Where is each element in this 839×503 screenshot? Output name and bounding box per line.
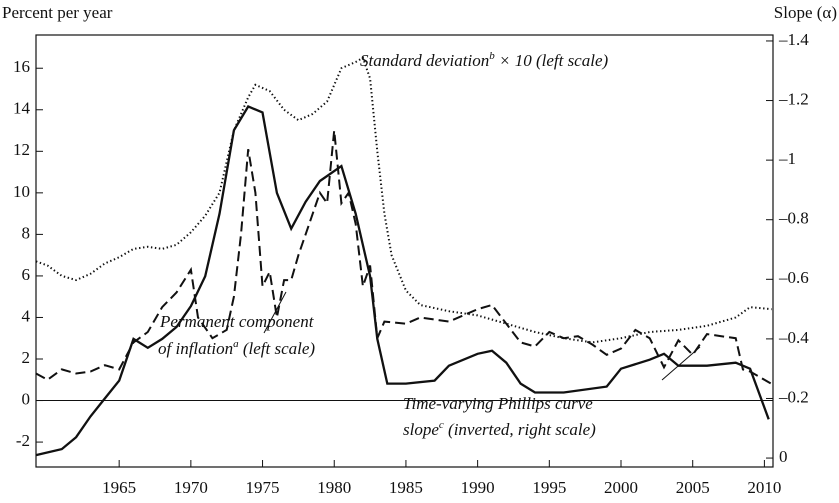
y-tick-label: 12	[13, 140, 30, 159]
y2-tick-label: –1.4	[778, 30, 809, 49]
y-tick-label: 14	[13, 99, 31, 118]
leader-line	[263, 291, 287, 334]
annotation-text: (left scale)	[239, 339, 316, 358]
y2-tick-label: –0.6	[778, 268, 809, 287]
y2-tick-label: 0	[779, 447, 788, 466]
y2-tick-label: –0.8	[778, 209, 809, 228]
annotation: Standard deviationb × 10 (left scale)	[360, 50, 608, 70]
y2-tick-label: –1.2	[778, 89, 809, 108]
annotation: Time-varying Phillips curve	[403, 394, 593, 413]
y-axis-label: Percent per year	[2, 3, 113, 22]
y-tick-label: -2	[16, 431, 30, 450]
x-tick-label: 1985	[389, 478, 423, 497]
x-tick-label: 2005	[676, 478, 710, 497]
y2-axis-label: Slope (α)	[774, 3, 837, 22]
x-tick-label: 2000	[604, 478, 638, 497]
annotation-superscript: a	[233, 338, 239, 350]
y-tick-label: 0	[22, 389, 31, 408]
annotation: of inflationa (left scale)	[158, 338, 315, 358]
series-line	[35, 56, 772, 344]
x-tick-label: 1965	[102, 478, 136, 497]
y-tick-label: 6	[22, 265, 31, 284]
y2-tick-label: –0.4	[778, 328, 809, 347]
y-tick-label: 2	[22, 348, 31, 367]
y-tick-label: 16	[13, 57, 30, 76]
annotation-text: Permanent component	[159, 312, 315, 331]
plot-frame	[35, 34, 774, 468]
annotation-text: of inflation	[158, 339, 233, 358]
annotation: Permanent component	[159, 312, 315, 331]
series-line	[35, 105, 770, 457]
x-tick-label: 1995	[532, 478, 566, 497]
annotation-text: slope	[403, 420, 439, 439]
annotation-text: Standard deviation	[360, 51, 489, 70]
y2-tick-label: –1	[778, 149, 796, 168]
y-tick-label: 10	[13, 182, 30, 201]
y2-tick-label: –0.2	[778, 387, 809, 406]
annotation-text: × 10 (left scale)	[495, 51, 609, 70]
annotation-text: Time-varying Phillips curve	[403, 394, 593, 413]
x-tick-label: 1980	[317, 478, 351, 497]
x-tick-label: 1970	[174, 478, 208, 497]
y-tick-label: 8	[22, 223, 31, 242]
x-tick-label: 2010	[747, 478, 781, 497]
annotation-superscript: b	[489, 50, 495, 62]
y-tick-label: 4	[22, 306, 31, 325]
annotation-text: (inverted, right scale)	[444, 420, 596, 439]
x-tick-label: 1975	[246, 478, 280, 497]
annotation-superscript: c	[439, 419, 444, 431]
annotation: slopec (inverted, right scale)	[403, 419, 596, 439]
x-tick-label: 1990	[461, 478, 495, 497]
